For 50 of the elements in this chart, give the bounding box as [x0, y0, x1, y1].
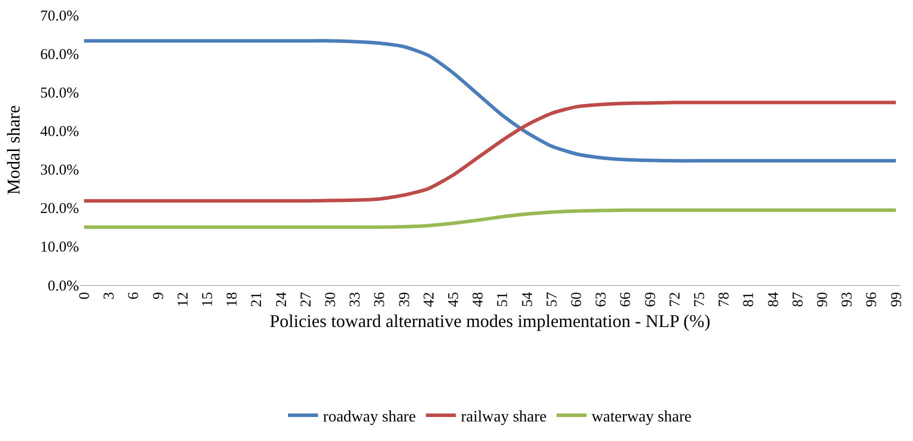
- x-tick-label: 30: [322, 292, 339, 307]
- y-tick-label: 10.0%: [40, 240, 79, 256]
- x-tick-label: 66: [618, 292, 634, 307]
- x-tick-label: 36: [372, 292, 388, 307]
- y-tick-label: 60.0%: [40, 46, 79, 63]
- x-tick-label: 57: [544, 292, 560, 307]
- x-tick-label: 9: [150, 292, 167, 300]
- x-tick-label: 33: [348, 292, 364, 307]
- x-tick-label: 63: [594, 292, 610, 307]
- line-series: [82, 100, 898, 203]
- x-tick-label: 3: [102, 292, 118, 300]
- legend-label: roadway share: [323, 408, 416, 426]
- x-tick-label: 87: [790, 292, 806, 307]
- x-tick-label: 15: [200, 292, 216, 307]
- y-tick-label: 30.0%: [40, 162, 79, 179]
- x-tick-label: 69: [642, 292, 659, 307]
- y-tick-label: 50.0%: [40, 85, 79, 102]
- x-tick-label: 78: [716, 292, 733, 307]
- x-tick-label: 48: [470, 292, 487, 307]
- x-tick-label: 90: [814, 292, 831, 307]
- x-tick-label: 18: [224, 292, 241, 307]
- x-tick-label: 81: [741, 292, 758, 307]
- x-tick-label: 54: [520, 292, 536, 307]
- x-tick-label: 0: [76, 292, 93, 300]
- x-tick-label: 6: [126, 292, 142, 300]
- x-tick-label: 75: [692, 292, 708, 307]
- x-tick-label: 96: [864, 292, 880, 307]
- x-tick-label: 27: [298, 292, 314, 307]
- legend-label: railway share: [460, 408, 547, 426]
- x-tick-label: 39: [396, 292, 413, 307]
- x-tick-label: 72: [667, 292, 684, 307]
- y-tick-label: 0.0%: [48, 278, 79, 294]
- x-axis-title: Policies toward alternative modes implementation - NLP (%): [270, 311, 710, 332]
- y-tick-label: 70.0%: [40, 8, 79, 24]
- line-series: [82, 208, 898, 229]
- x-tick-label: 45: [446, 292, 462, 307]
- x-tick-label: 51: [495, 292, 512, 307]
- line-series: [82, 39, 898, 163]
- x-tick-label: 84: [766, 292, 782, 307]
- y-axis-title: Modal share: [3, 105, 24, 195]
- x-tick-label: 21: [249, 292, 266, 307]
- x-tick-label: 93: [840, 292, 856, 307]
- y-tick-label: 20.0%: [40, 201, 79, 218]
- y-tick-label: 40.0%: [40, 124, 79, 140]
- x-tick-label: 12: [175, 292, 192, 307]
- x-tick-label: 42: [421, 292, 438, 307]
- x-tick-label: 24: [274, 292, 290, 307]
- x-tick-label: 99: [888, 292, 905, 307]
- legend-label: waterway share: [592, 408, 692, 426]
- x-tick-label: 60: [568, 292, 585, 307]
